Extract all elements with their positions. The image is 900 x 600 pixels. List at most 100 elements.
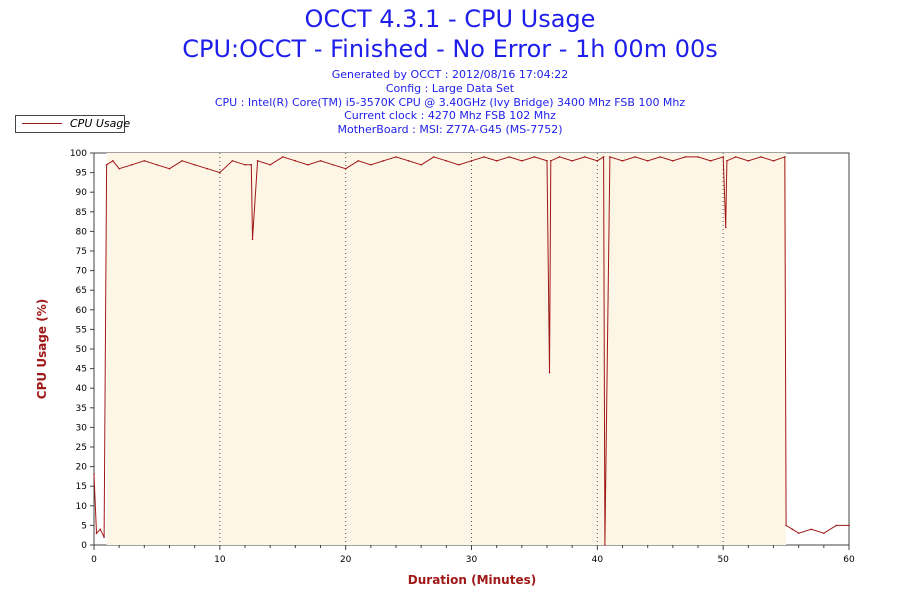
y-tick-label-50: 50 xyxy=(76,345,88,355)
y-tick-label-0: 0 xyxy=(81,541,87,551)
y-tick-label-40: 40 xyxy=(76,384,88,394)
data-point xyxy=(281,156,284,158)
y-tick-label-20: 20 xyxy=(76,463,88,473)
chart-legend: CPU Usage xyxy=(15,115,130,133)
data-point xyxy=(521,160,523,162)
data-point xyxy=(823,532,825,535)
data-point xyxy=(621,160,624,162)
generated-info: Generated by OCCT : 2012/08/16 17:04:22 xyxy=(331,68,569,81)
chart-subtitle: CPU:OCCT - Finished - No Error - 1h 00m … xyxy=(182,35,718,63)
data-point xyxy=(118,167,120,170)
data-point xyxy=(548,371,551,374)
data-point xyxy=(156,163,158,166)
data-point xyxy=(206,167,209,170)
clock-info: Current clock : 4270 Mhz FSB 102 Mhz xyxy=(344,109,556,123)
data-point xyxy=(382,160,385,162)
data-point xyxy=(458,163,460,166)
data-point xyxy=(256,160,259,162)
y-tick-label-100: 100 xyxy=(70,149,87,159)
data-point xyxy=(99,528,102,531)
data-point xyxy=(724,226,727,229)
data-point xyxy=(483,156,485,158)
data-point xyxy=(722,156,724,158)
data-point xyxy=(420,163,422,166)
data-point xyxy=(244,163,246,166)
data-point xyxy=(634,156,636,158)
data-point xyxy=(558,156,561,158)
y-tick-label-75: 75 xyxy=(76,247,87,257)
data-point xyxy=(646,160,649,162)
data-point xyxy=(231,160,234,162)
data-point xyxy=(269,163,271,166)
data-point xyxy=(672,160,674,162)
chart-title: OCCT 4.3.1 - CPU Usage xyxy=(304,5,596,33)
data-point xyxy=(395,156,397,158)
data-point xyxy=(604,544,606,546)
data-point xyxy=(407,160,410,162)
y-tick-label-95: 95 xyxy=(76,169,87,179)
data-point xyxy=(760,156,762,158)
y-tick-label-80: 80 xyxy=(76,227,88,237)
data-point xyxy=(810,528,813,531)
data-point xyxy=(219,171,221,174)
data-point xyxy=(571,160,573,162)
data-point xyxy=(294,160,297,162)
y-tick-label-90: 90 xyxy=(76,188,88,198)
y-tick-label-30: 30 xyxy=(76,423,88,433)
y-tick-label-35: 35 xyxy=(76,404,87,414)
motherboard-info: MotherBoard : MSI: Z77A-G45 (MS-7752) xyxy=(337,123,563,137)
y-tick-label-5: 5 xyxy=(81,521,87,531)
data-point xyxy=(445,160,448,162)
data-point xyxy=(332,163,334,166)
data-point xyxy=(785,524,787,527)
data-point xyxy=(596,160,599,162)
data-point xyxy=(791,528,794,531)
data-point xyxy=(709,160,712,162)
y-tick-label-85: 85 xyxy=(76,208,87,218)
cpu-info: CPU : Intel(R) Core(TM) i5-3570K CPU @ 3… xyxy=(214,95,686,109)
data-point xyxy=(508,156,511,158)
y-tick-label-55: 55 xyxy=(76,325,87,335)
y-tick-label-60: 60 xyxy=(76,306,88,316)
data-point xyxy=(105,163,108,166)
x-tick-label-50: 50 xyxy=(717,555,729,565)
data-point xyxy=(307,163,309,166)
x-tick-label-40: 40 xyxy=(592,555,604,565)
data-point xyxy=(684,156,687,158)
x-tick-label-60: 60 xyxy=(843,555,855,565)
legend-swatch-cpu-usage xyxy=(22,123,62,124)
data-point xyxy=(659,156,662,158)
data-point xyxy=(697,156,699,158)
data-point xyxy=(784,156,786,158)
x-tick-label-0: 0 xyxy=(91,555,97,565)
data-point xyxy=(546,160,548,162)
data-point xyxy=(251,238,254,241)
data-point xyxy=(602,156,605,158)
data-point xyxy=(583,156,586,158)
x-tick-label-10: 10 xyxy=(214,555,226,565)
y-axis-label: CPU Usage (%) xyxy=(35,298,49,400)
data-point xyxy=(112,160,114,162)
data-point xyxy=(797,532,800,535)
data-point xyxy=(370,163,372,166)
data-point xyxy=(609,156,611,158)
shaded-region xyxy=(106,153,787,545)
data-point xyxy=(250,163,253,166)
config-info: Config : Large Data Set xyxy=(385,81,515,95)
x-tick-label-20: 20 xyxy=(340,555,352,565)
data-point xyxy=(726,160,728,162)
data-point xyxy=(181,160,183,162)
data-point xyxy=(470,160,473,162)
data-point xyxy=(193,163,196,166)
data-point xyxy=(130,163,133,166)
data-point xyxy=(495,160,498,162)
data-point xyxy=(747,160,750,162)
x-axis-label: Duration (Minutes) xyxy=(407,573,537,587)
legend-label-cpu-usage: CPU Usage xyxy=(70,117,131,130)
data-point xyxy=(772,160,775,162)
data-point xyxy=(549,160,552,162)
data-point xyxy=(357,160,360,162)
data-point xyxy=(734,156,737,158)
data-point xyxy=(432,156,435,158)
